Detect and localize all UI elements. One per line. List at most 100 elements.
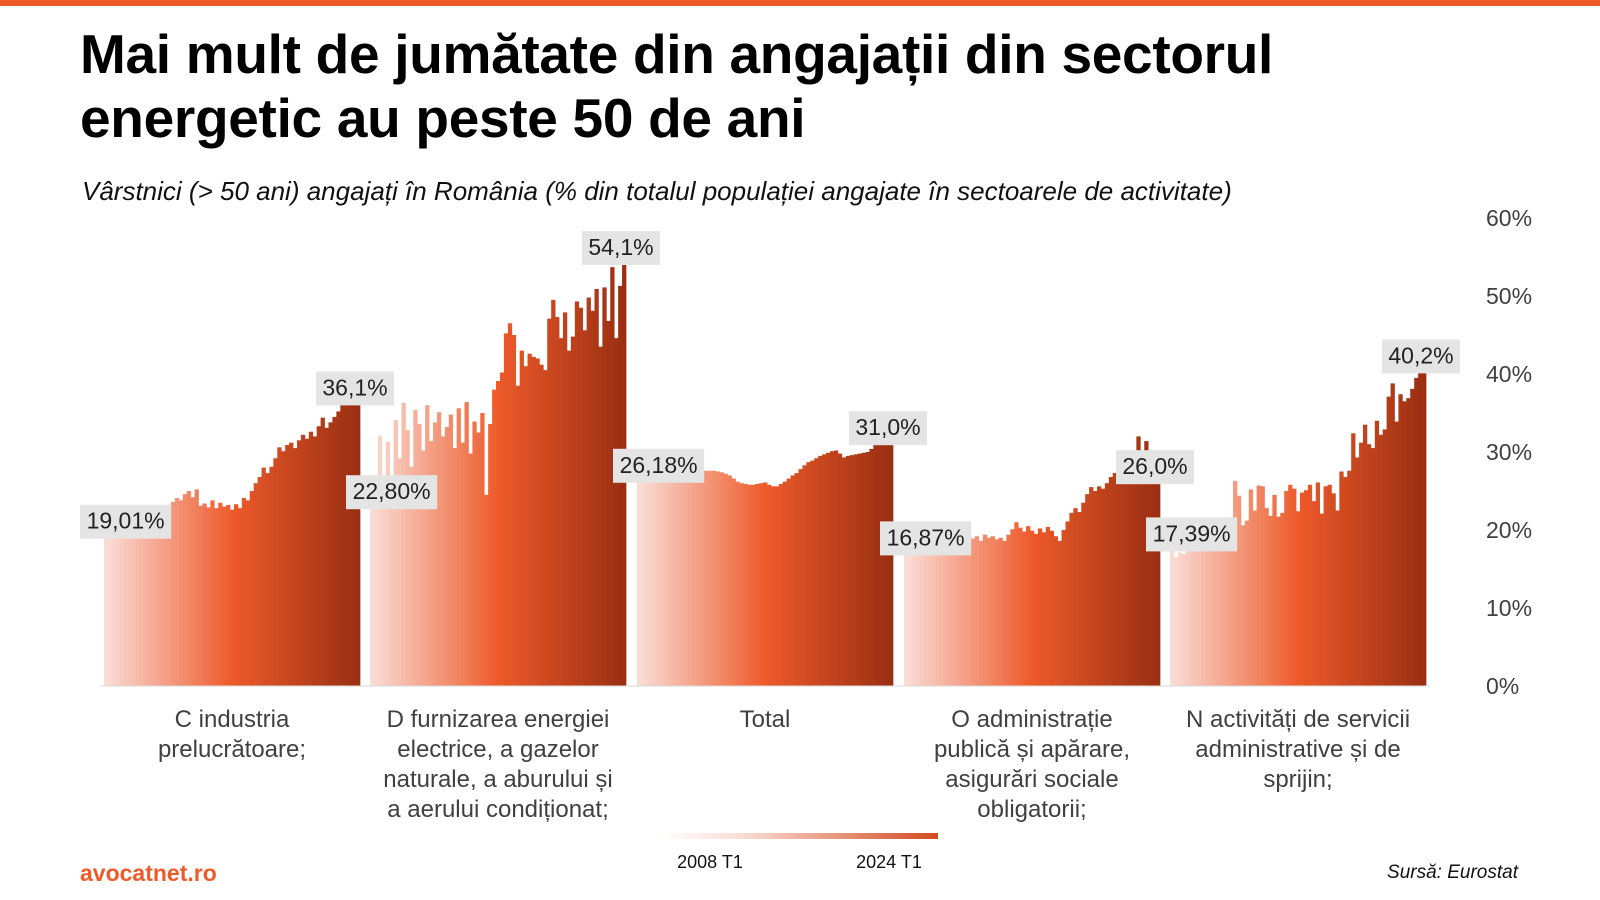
bar xyxy=(253,483,258,686)
data-label-text: 26,18% xyxy=(620,452,698,478)
bar xyxy=(1193,544,1198,686)
bar xyxy=(304,438,310,686)
bar xyxy=(385,441,391,686)
bar xyxy=(692,468,697,686)
bar xyxy=(348,402,353,686)
bar xyxy=(861,452,866,686)
bar xyxy=(1292,488,1297,686)
bar xyxy=(1093,491,1098,686)
bar xyxy=(496,381,501,686)
data-label-text: 36,1% xyxy=(322,374,387,400)
bar xyxy=(931,540,936,686)
data-label: 36,1% xyxy=(316,371,394,406)
bar xyxy=(1205,547,1210,686)
bar xyxy=(214,508,219,686)
bar xyxy=(265,473,270,686)
bar xyxy=(1229,524,1234,686)
top-accent-bar xyxy=(0,0,1600,6)
bar xyxy=(186,491,191,686)
bar xyxy=(1386,396,1391,686)
bar xyxy=(865,452,870,686)
bar xyxy=(594,288,599,686)
bar xyxy=(511,335,517,686)
bar xyxy=(281,451,286,686)
bar xyxy=(1240,525,1246,686)
data-label-background xyxy=(880,521,972,556)
bar xyxy=(535,358,540,686)
bar xyxy=(1398,394,1403,686)
bar xyxy=(440,436,446,686)
bar xyxy=(967,533,972,686)
data-label-text: 19,01% xyxy=(87,508,165,534)
bar xyxy=(507,323,513,686)
bar xyxy=(982,534,988,686)
bar xyxy=(373,505,379,686)
bar xyxy=(1374,420,1380,686)
bar xyxy=(1120,472,1125,686)
bar xyxy=(245,500,251,686)
bar xyxy=(1057,540,1062,686)
bar xyxy=(990,536,995,686)
bar xyxy=(1156,483,1161,686)
category-label-line: obligatorii; xyxy=(977,796,1086,823)
bar xyxy=(707,470,713,686)
data-label-text: 16,87% xyxy=(887,524,965,550)
category-label-line: sprijin; xyxy=(1263,766,1332,793)
bar xyxy=(1049,530,1055,686)
bar xyxy=(452,448,457,686)
bar xyxy=(492,389,497,686)
bar xyxy=(911,553,917,686)
bar xyxy=(763,482,768,686)
bar xyxy=(429,441,434,686)
y-tick-label: 30% xyxy=(1486,439,1532,465)
bar xyxy=(1359,442,1364,686)
bar xyxy=(320,417,325,686)
bar xyxy=(814,458,819,686)
data-label: 40,2% xyxy=(1382,339,1460,374)
bar xyxy=(523,366,528,686)
bar xyxy=(1296,511,1301,686)
bar xyxy=(602,287,607,686)
panel-bars xyxy=(1170,372,1427,686)
bar xyxy=(1331,493,1336,686)
bar xyxy=(143,524,148,686)
y-tick-label: 0% xyxy=(1486,673,1519,699)
y-tick-label: 40% xyxy=(1486,361,1532,387)
bar xyxy=(499,372,505,686)
bar xyxy=(1303,490,1309,686)
bar xyxy=(111,530,117,686)
bar xyxy=(1248,489,1254,686)
bar xyxy=(794,473,799,686)
bar xyxy=(1268,515,1273,686)
bar xyxy=(1422,372,1427,686)
bar xyxy=(735,481,740,686)
bar xyxy=(1225,547,1230,686)
bar xyxy=(680,469,685,686)
panel-bars xyxy=(370,264,627,686)
bar xyxy=(421,450,426,686)
bar xyxy=(939,533,944,686)
bar xyxy=(885,443,890,686)
bar xyxy=(448,414,454,686)
data-label-text: 22,80% xyxy=(353,478,431,504)
bar xyxy=(289,442,294,686)
bar xyxy=(1311,501,1317,686)
y-tick-label: 20% xyxy=(1486,517,1532,543)
bar xyxy=(147,517,152,686)
bar xyxy=(959,533,964,686)
bar xyxy=(377,435,383,686)
data-label: 17,39% xyxy=(1146,517,1238,552)
bar xyxy=(417,423,422,686)
bar xyxy=(233,504,239,686)
bar xyxy=(786,478,791,686)
bar xyxy=(336,411,341,686)
bar xyxy=(182,494,188,686)
data-label: 22,80% xyxy=(346,475,438,510)
data-label-background xyxy=(849,411,927,446)
bar xyxy=(202,503,207,686)
brand-logo-text[interactable]: avocatnet.ro xyxy=(80,860,217,886)
bar xyxy=(747,484,752,686)
data-label: 16,87% xyxy=(880,521,972,556)
bar xyxy=(425,405,430,686)
